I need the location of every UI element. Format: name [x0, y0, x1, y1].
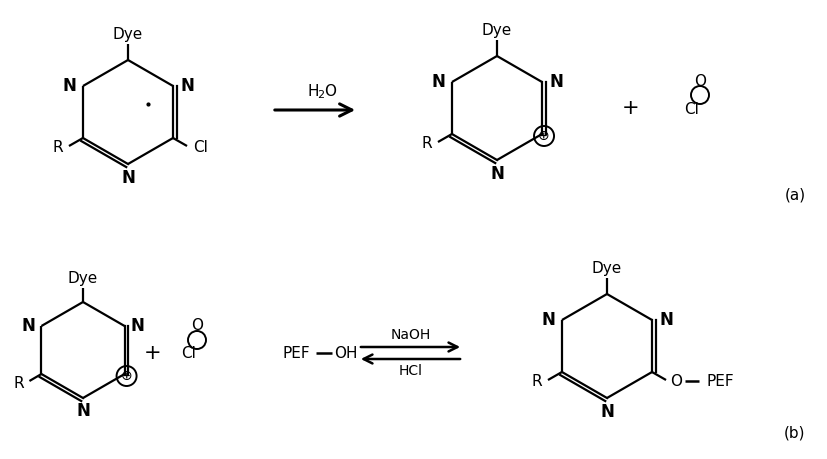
Text: N: N [490, 165, 504, 183]
Text: R: R [532, 374, 543, 388]
Text: R: R [53, 140, 64, 156]
Text: Dye: Dye [112, 27, 143, 41]
Text: Cl: Cl [194, 140, 208, 156]
Text: N: N [62, 77, 76, 95]
Text: +: + [144, 343, 162, 363]
Text: PEF: PEF [282, 346, 310, 360]
Text: N: N [22, 317, 36, 335]
Text: N: N [431, 73, 445, 91]
Text: Cl: Cl [685, 101, 700, 117]
Text: N: N [121, 169, 135, 187]
Text: NaOH: NaOH [390, 328, 431, 342]
Text: N: N [600, 403, 614, 421]
Text: O: O [191, 319, 203, 334]
Text: N: N [549, 73, 563, 91]
Text: Cl: Cl [182, 347, 197, 362]
Text: Dye: Dye [592, 261, 622, 275]
Text: N: N [180, 77, 194, 95]
Text: R: R [13, 375, 24, 391]
Text: H: H [308, 84, 318, 99]
Text: (b): (b) [784, 425, 805, 441]
Text: ⊕: ⊕ [121, 369, 132, 383]
Text: +: + [622, 98, 640, 118]
Text: HCl: HCl [399, 364, 423, 378]
Text: N: N [131, 317, 145, 335]
Text: R: R [422, 136, 433, 151]
Text: O: O [324, 84, 336, 99]
Text: PEF: PEF [706, 374, 734, 388]
Text: (a): (a) [785, 187, 805, 202]
Text: O: O [694, 73, 706, 89]
Text: N: N [541, 311, 555, 329]
Text: Dye: Dye [68, 270, 98, 285]
Text: 2: 2 [318, 90, 324, 100]
Text: N: N [659, 311, 673, 329]
Text: Dye: Dye [482, 22, 512, 38]
Text: N: N [76, 402, 90, 420]
Text: O: O [670, 374, 682, 388]
Text: ⊕: ⊕ [538, 129, 550, 143]
Text: OH: OH [334, 346, 358, 360]
